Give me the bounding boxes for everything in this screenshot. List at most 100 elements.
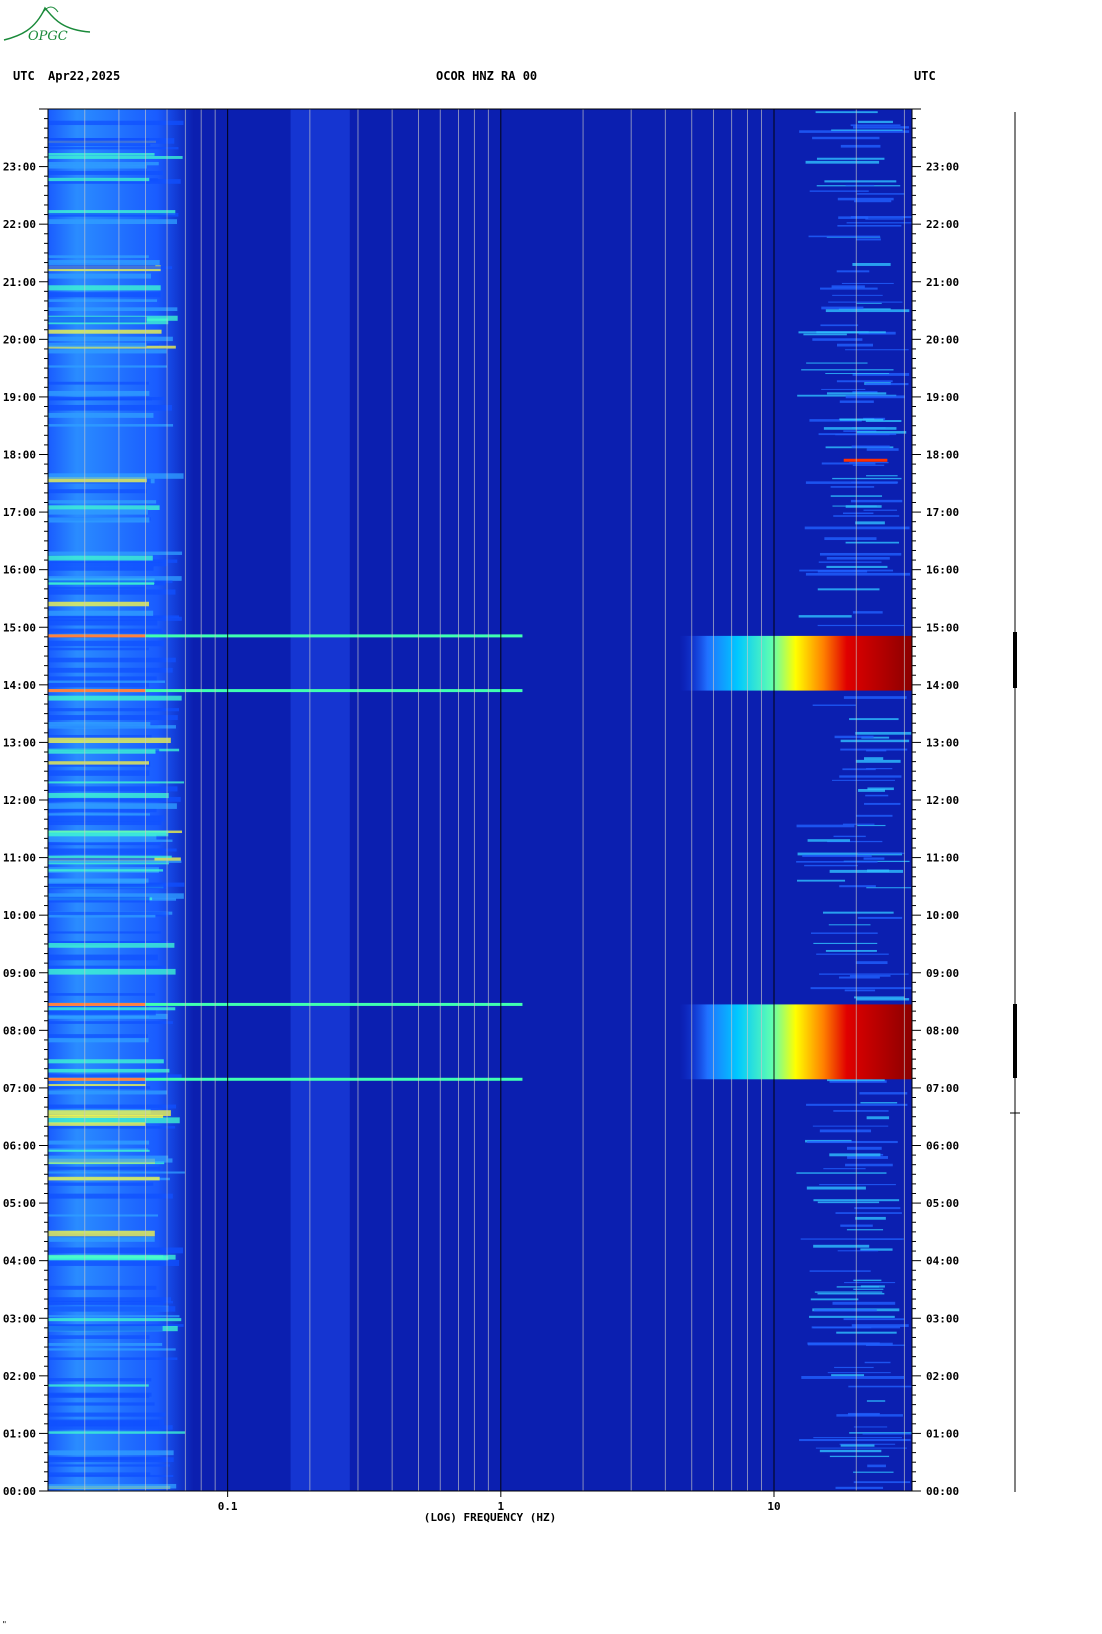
- noise-streak: [48, 285, 161, 291]
- y-tick-label-left: 09:00: [3, 967, 36, 980]
- noise-streak: [48, 821, 162, 826]
- x-axis-title: (LOG) FREQUENCY (HZ): [424, 1511, 556, 1524]
- transient-line-3: [48, 1002, 523, 1006]
- noise-streak: [48, 882, 185, 887]
- noise-streak: [48, 396, 165, 401]
- hf-noise-streak: [861, 736, 890, 739]
- hf-noise-streak: [826, 565, 888, 568]
- hf-noise-streak: [850, 216, 912, 219]
- noise-streak: [48, 954, 158, 961]
- hf-noise-streak: [863, 509, 897, 511]
- hf-noise-streak: [841, 282, 894, 284]
- transient-core-2: [48, 689, 146, 693]
- hf-noise-streak: [827, 840, 883, 843]
- y-tick-label-right: 02:00: [926, 1370, 959, 1383]
- hf-noise-streak: [799, 130, 910, 133]
- noise-streak: [48, 1021, 173, 1024]
- y-tick-label-right: 17:00: [926, 506, 959, 519]
- hf-noise-streak: [825, 373, 890, 375]
- hf-noise-streak: [807, 1342, 880, 1345]
- hf-noise-streak: [849, 718, 899, 721]
- hf-noise-streak: [846, 1146, 882, 1150]
- noise-streak: [48, 680, 166, 683]
- hf-noise-streak: [833, 835, 866, 838]
- noise-streak: [48, 676, 157, 682]
- hf-noise-streak: [853, 1426, 888, 1428]
- hf-noise-streak: [853, 1481, 911, 1484]
- hf-noise-streak: [867, 869, 890, 872]
- hf-noise-streak: [859, 1092, 908, 1095]
- y-tick-label-left: 20:00: [3, 333, 36, 346]
- y-tick-label-left: 03:00: [3, 1312, 36, 1325]
- hf-noise-streak: [867, 1464, 886, 1468]
- y-tick-label-right: 21:00: [926, 276, 959, 289]
- noise-streak: [48, 815, 165, 822]
- noise-streak: [48, 848, 177, 852]
- secondary-microseism-band: [290, 109, 350, 1491]
- hf-noise-streak: [813, 942, 878, 945]
- hf-noise-streak: [835, 1212, 902, 1214]
- station-title: OCOR HNZ RA 00: [436, 69, 538, 83]
- hf-noise-streak: [845, 541, 900, 544]
- noise-streak: [48, 1182, 154, 1186]
- hf-noise-streak: [797, 852, 903, 856]
- noise-streak: [48, 1300, 174, 1304]
- hf-noise-streak: [825, 949, 877, 952]
- hf-noise-streak: [852, 391, 878, 394]
- hf-noise-streak: [853, 1288, 884, 1290]
- right-timezone-label: UTC: [914, 69, 936, 83]
- hf-noise-streak: [843, 1318, 905, 1321]
- hf-noise-streak: [805, 160, 880, 164]
- hf-noise-streak: [852, 263, 891, 266]
- noise-streak: [48, 695, 182, 701]
- hf-noise-streak: [855, 1216, 886, 1220]
- hf-noise-streak: [812, 338, 863, 341]
- hf-noise-streak: [864, 802, 901, 805]
- noise-streak: [48, 566, 154, 571]
- noise-streak: [48, 329, 162, 334]
- y-tick-label-right: 11:00: [926, 852, 959, 865]
- noise-streak: [48, 616, 182, 621]
- noise-streak: [48, 555, 153, 561]
- noise-streak: [48, 715, 178, 721]
- noise-streak: [48, 509, 148, 515]
- hf-noise-streak: [853, 1279, 882, 1282]
- hf-noise-streak: [855, 521, 885, 525]
- noise-streak: [48, 1285, 157, 1290]
- hf-noise-streak: [828, 301, 903, 303]
- hf-noise-streak: [811, 932, 878, 934]
- transient-core-3: [48, 1002, 146, 1006]
- noise-streak: [48, 803, 177, 809]
- y-tick-label-right: 07:00: [926, 1082, 959, 1095]
- hf-noise-streak: [817, 588, 880, 591]
- hf-noise-streak: [866, 448, 899, 451]
- noise-streak: [48, 562, 168, 567]
- y-tick-label-right: 10:00: [926, 909, 959, 922]
- noise-streak: [48, 170, 163, 175]
- noise-streak: [48, 147, 179, 150]
- hf-noise-streak: [820, 287, 878, 290]
- hf-noise-streak: [865, 794, 889, 797]
- hf-noise-streak: [809, 190, 869, 192]
- noise-streak: [48, 1171, 185, 1174]
- hf-noise-streak: [832, 779, 896, 781]
- transient-core-1: [48, 634, 146, 638]
- hf-noise-streak: [850, 499, 903, 503]
- y-tick-label-left: 23:00: [3, 161, 36, 174]
- y-tick-label-left: 12:00: [3, 794, 36, 807]
- hf-noise-streak: [806, 1103, 908, 1106]
- hf-noise-streak: [837, 1250, 879, 1252]
- y-tick-label-right: 23:00: [926, 161, 959, 174]
- noise-streak: [48, 210, 176, 215]
- hf-noise-streak: [862, 1433, 912, 1435]
- hf-noise-streak: [839, 1443, 896, 1445]
- y-tick-label-right: 04:00: [926, 1255, 959, 1268]
- hf-noise-streak: [865, 420, 902, 422]
- hf-noise-streak: [838, 976, 880, 979]
- noise-streak: [48, 1402, 155, 1406]
- noise-streak: [48, 1122, 146, 1126]
- noise-streak: [48, 349, 167, 354]
- hf-noise-streak: [836, 1331, 897, 1334]
- hf-noise-streak: [851, 445, 890, 448]
- noise-streak: [48, 1342, 163, 1346]
